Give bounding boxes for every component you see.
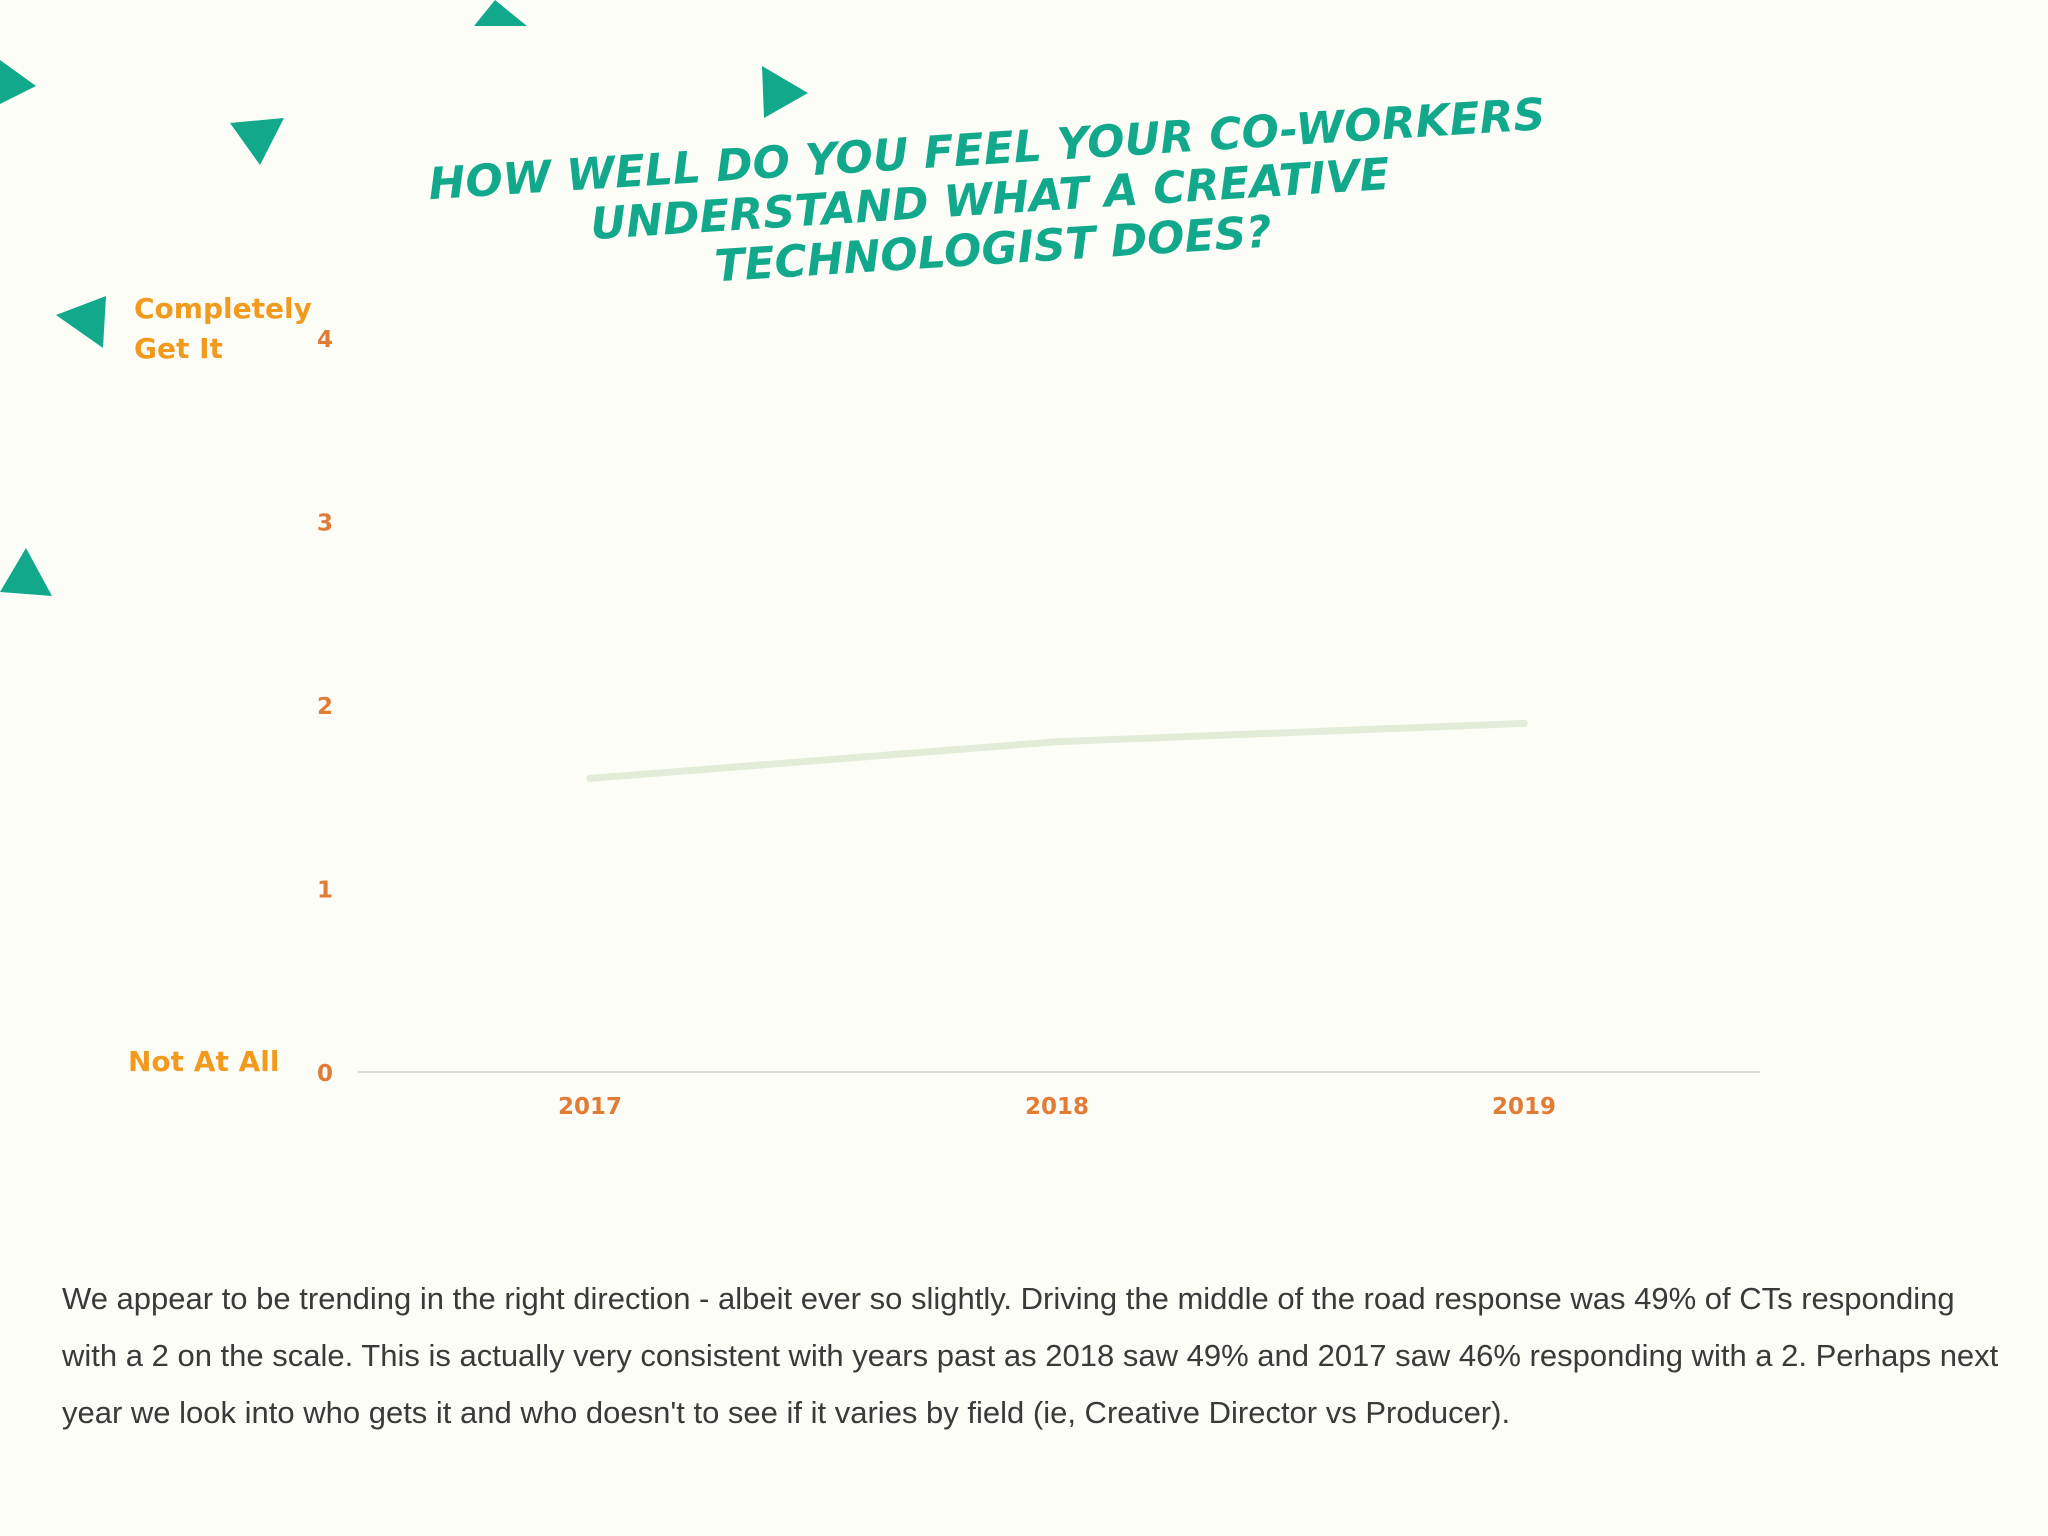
series-line (586, 719, 1528, 782)
y-tick-label: 3 (317, 511, 333, 537)
y-scale-label-top: Completely Get It (134, 292, 312, 365)
data-point (1053, 738, 1061, 746)
series-group (586, 719, 1528, 782)
y-axis-ticks: 0 1 2 3 4 (317, 327, 333, 1087)
x-tick-label: 2017 (558, 1094, 622, 1120)
y-scale-label-bottom: Not At All (128, 1045, 280, 1078)
chart-caption: We appear to be trending in the right di… (62, 1281, 1999, 1430)
y-tick-label: 2 (317, 694, 333, 720)
y-tick-label: 1 (317, 878, 333, 904)
data-point (1520, 719, 1528, 727)
x-tick-label: 2018 (1025, 1094, 1089, 1120)
x-tick-label: 2019 (1492, 1094, 1556, 1120)
data-point (586, 774, 594, 782)
x-axis-ticks: 2017 2018 2019 (558, 1094, 1556, 1120)
y-tick-label: 4 (317, 327, 333, 353)
y-tick-label: 0 (317, 1061, 333, 1087)
